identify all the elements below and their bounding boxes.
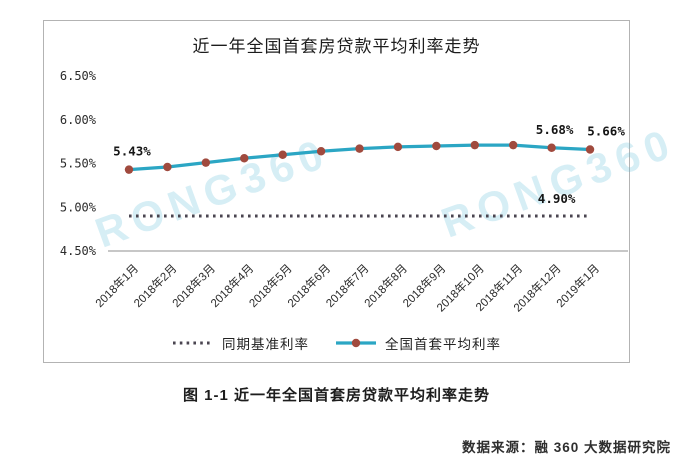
data-point [393, 142, 403, 152]
y-tick-label: 5.00% [60, 200, 97, 214]
data-point [316, 147, 326, 156]
data-point [547, 143, 556, 152]
data-point [432, 141, 441, 151]
data-point [470, 140, 479, 150]
chart-legend: 同期基准利率 全国首套平均利率 [44, 333, 629, 353]
data-point [240, 154, 249, 163]
data-point [201, 158, 211, 167]
chart-panel: RONG360 RONG360 近一年全国首套房贷款平均利率走势 6.50% 6.… [43, 20, 682, 363]
y-tick-label: 6.50% [60, 69, 97, 83]
benchmark-label: 4.90% [538, 191, 576, 206]
y-tick-label: 6.00% [60, 113, 97, 127]
plot-svg: 6.50%6.00%5.50%5.00%4.50%2018年1月2018年2月2… [60, 69, 628, 315]
legend-item-benchmark-label: 同期基准利率 [222, 337, 309, 352]
data-point [278, 150, 287, 159]
data-point [355, 144, 364, 153]
data-point [163, 162, 172, 172]
legend-item-average-label: 全国首套平均利率 [385, 337, 501, 352]
data-point [509, 140, 518, 150]
figure-caption: 图 1-1 近一年全国首套房贷款平均利率走势 [182, 387, 491, 404]
data-label: 5.66% [587, 124, 625, 139]
legend-item-benchmark: 同期基准利率 [172, 333, 309, 353]
data-label: 5.43% [113, 144, 151, 159]
chart-title: 近一年全国首套房贷款平均利率走势 [192, 37, 481, 56]
data-source: 数据来源：融 360 大数据研究院 [461, 440, 671, 455]
line-marker-sample [336, 338, 376, 348]
data-label: 5.68% [536, 122, 574, 137]
legend-item-average: 全国首套平均利率 [335, 333, 501, 353]
data-point [124, 165, 134, 174]
data-point [585, 145, 595, 154]
y-tick-label: 5.50% [60, 157, 97, 171]
dotted-line-sample [173, 341, 213, 345]
y-tick-label: 4.50% [60, 244, 97, 258]
